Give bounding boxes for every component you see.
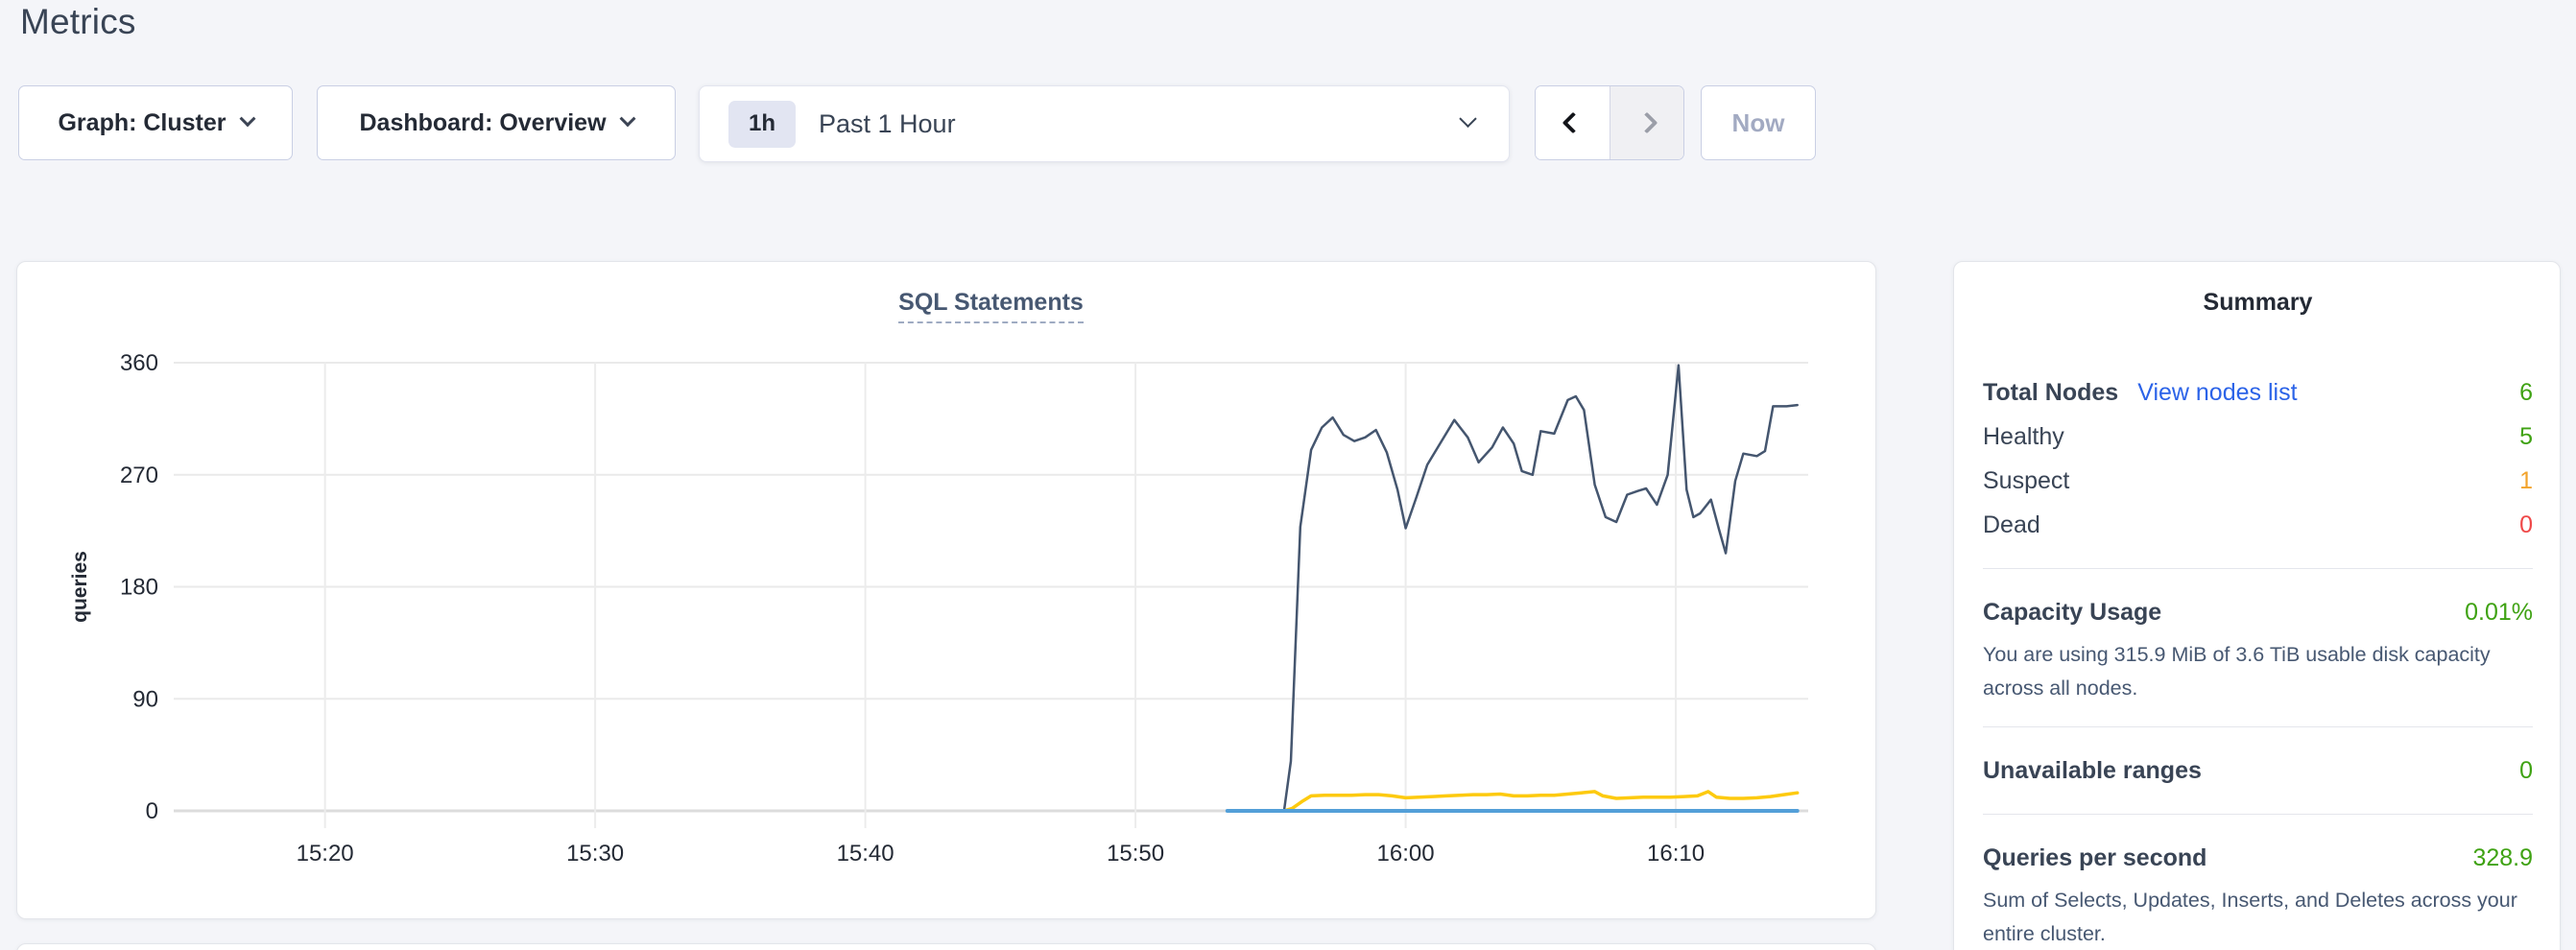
- queries-per-second-row: Queries per second 328.9: [1983, 836, 2533, 880]
- capacity-usage-row: Capacity Usage 0.01%: [1983, 590, 2533, 634]
- suspect-value: 1: [2519, 466, 2533, 494]
- svg-text:15:20: 15:20: [297, 841, 354, 867]
- chevron-left-icon: [1562, 111, 1584, 134]
- sql-statements-chart: 0 90 180 270 360 15:20 15:30 15:40 15:50 16:00 16:…: [69, 350, 1808, 867]
- total-nodes-value: 6: [2519, 378, 2533, 406]
- svg-text:0: 0: [146, 798, 158, 824]
- summary-panel: Summary Total Nodes View nodes list 6 He…: [1953, 261, 2561, 950]
- dashboard-dropdown[interactable]: Dashboard: Overview: [317, 85, 676, 160]
- dead-value: 0: [2519, 511, 2533, 538]
- chevron-down-icon: [619, 110, 636, 128]
- svg-text:queries: queries: [69, 551, 91, 623]
- svg-text:360: 360: [120, 350, 158, 376]
- healthy-value: 5: [2519, 422, 2533, 450]
- queries-per-second-description: Sum of Selects, Updates, Inserts, and De…: [1983, 889, 2517, 945]
- unavailable-ranges-row: Unavailable ranges 0: [1983, 748, 2533, 793]
- capacity-usage-description: You are using 315.9 MiB of 3.6 TiB usabl…: [1983, 643, 2491, 700]
- chart-title-wrap: SQL Statements: [174, 289, 1808, 323]
- svg-text:270: 270: [120, 463, 158, 488]
- unavailable-ranges-label: Unavailable ranges: [1983, 756, 2202, 784]
- svg-text:15:50: 15:50: [1107, 841, 1164, 867]
- sql-statements-chart-card: SQL Statements 0 90 180 270 360 15:20 15:30 15:…: [16, 261, 1876, 919]
- total-nodes-row: Total Nodes View nodes list 6: [1983, 370, 2533, 415]
- chevron-down-icon: [1459, 109, 1477, 128]
- healthy-label: Healthy: [1983, 422, 2064, 450]
- divider: [1983, 726, 2533, 727]
- divider: [1983, 568, 2533, 569]
- page-title: Metrics: [20, 2, 136, 41]
- queries-per-second-value: 328.9: [2472, 843, 2533, 871]
- time-range-label: Past 1 Hour: [819, 108, 956, 138]
- prev-time-button[interactable]: [1536, 86, 1610, 159]
- next-chart-card: [16, 943, 1876, 950]
- capacity-usage-value: 0.01%: [2465, 598, 2533, 626]
- total-nodes-label: Total Nodes: [1983, 378, 2119, 406]
- capacity-usage-label: Capacity Usage: [1983, 598, 2162, 626]
- next-time-button[interactable]: [1610, 86, 1683, 159]
- chart-title[interactable]: SQL Statements: [898, 289, 1084, 323]
- suspect-label: Suspect: [1983, 466, 2070, 494]
- summary-title: Summary: [2203, 289, 2313, 316]
- svg-text:15:30: 15:30: [566, 841, 624, 867]
- now-button[interactable]: Now: [1701, 85, 1816, 160]
- svg-text:16:00: 16:00: [1377, 841, 1435, 867]
- svg-text:90: 90: [132, 686, 158, 712]
- view-nodes-list-link[interactable]: View nodes list: [2137, 378, 2298, 406]
- dashboard-dropdown-label: Dashboard: Overview: [359, 108, 607, 136]
- svg-text:16:10: 16:10: [1647, 841, 1705, 867]
- chevron-right-icon: [1635, 111, 1658, 134]
- divider: [1983, 814, 2533, 815]
- graph-dropdown-label: Graph: Cluster: [58, 108, 227, 136]
- svg-text:180: 180: [120, 575, 158, 601]
- dead-label: Dead: [1983, 511, 2040, 538]
- healthy-nodes-row: Healthy 5: [1983, 415, 2533, 459]
- graph-dropdown[interactable]: Graph: Cluster: [18, 85, 293, 160]
- unavailable-ranges-value: 0: [2519, 756, 2533, 784]
- dead-nodes-row: Dead 0: [1983, 503, 2533, 547]
- suspect-nodes-row: Suspect 1: [1983, 459, 2533, 503]
- svg-text:15:40: 15:40: [837, 841, 894, 867]
- queries-per-second-label: Queries per second: [1983, 843, 2207, 871]
- time-step-button-group: [1535, 85, 1684, 160]
- chevron-down-icon: [239, 110, 256, 128]
- time-range-badge: 1h: [728, 100, 796, 148]
- time-range-selector[interactable]: 1h Past 1 Hour: [699, 85, 1510, 162]
